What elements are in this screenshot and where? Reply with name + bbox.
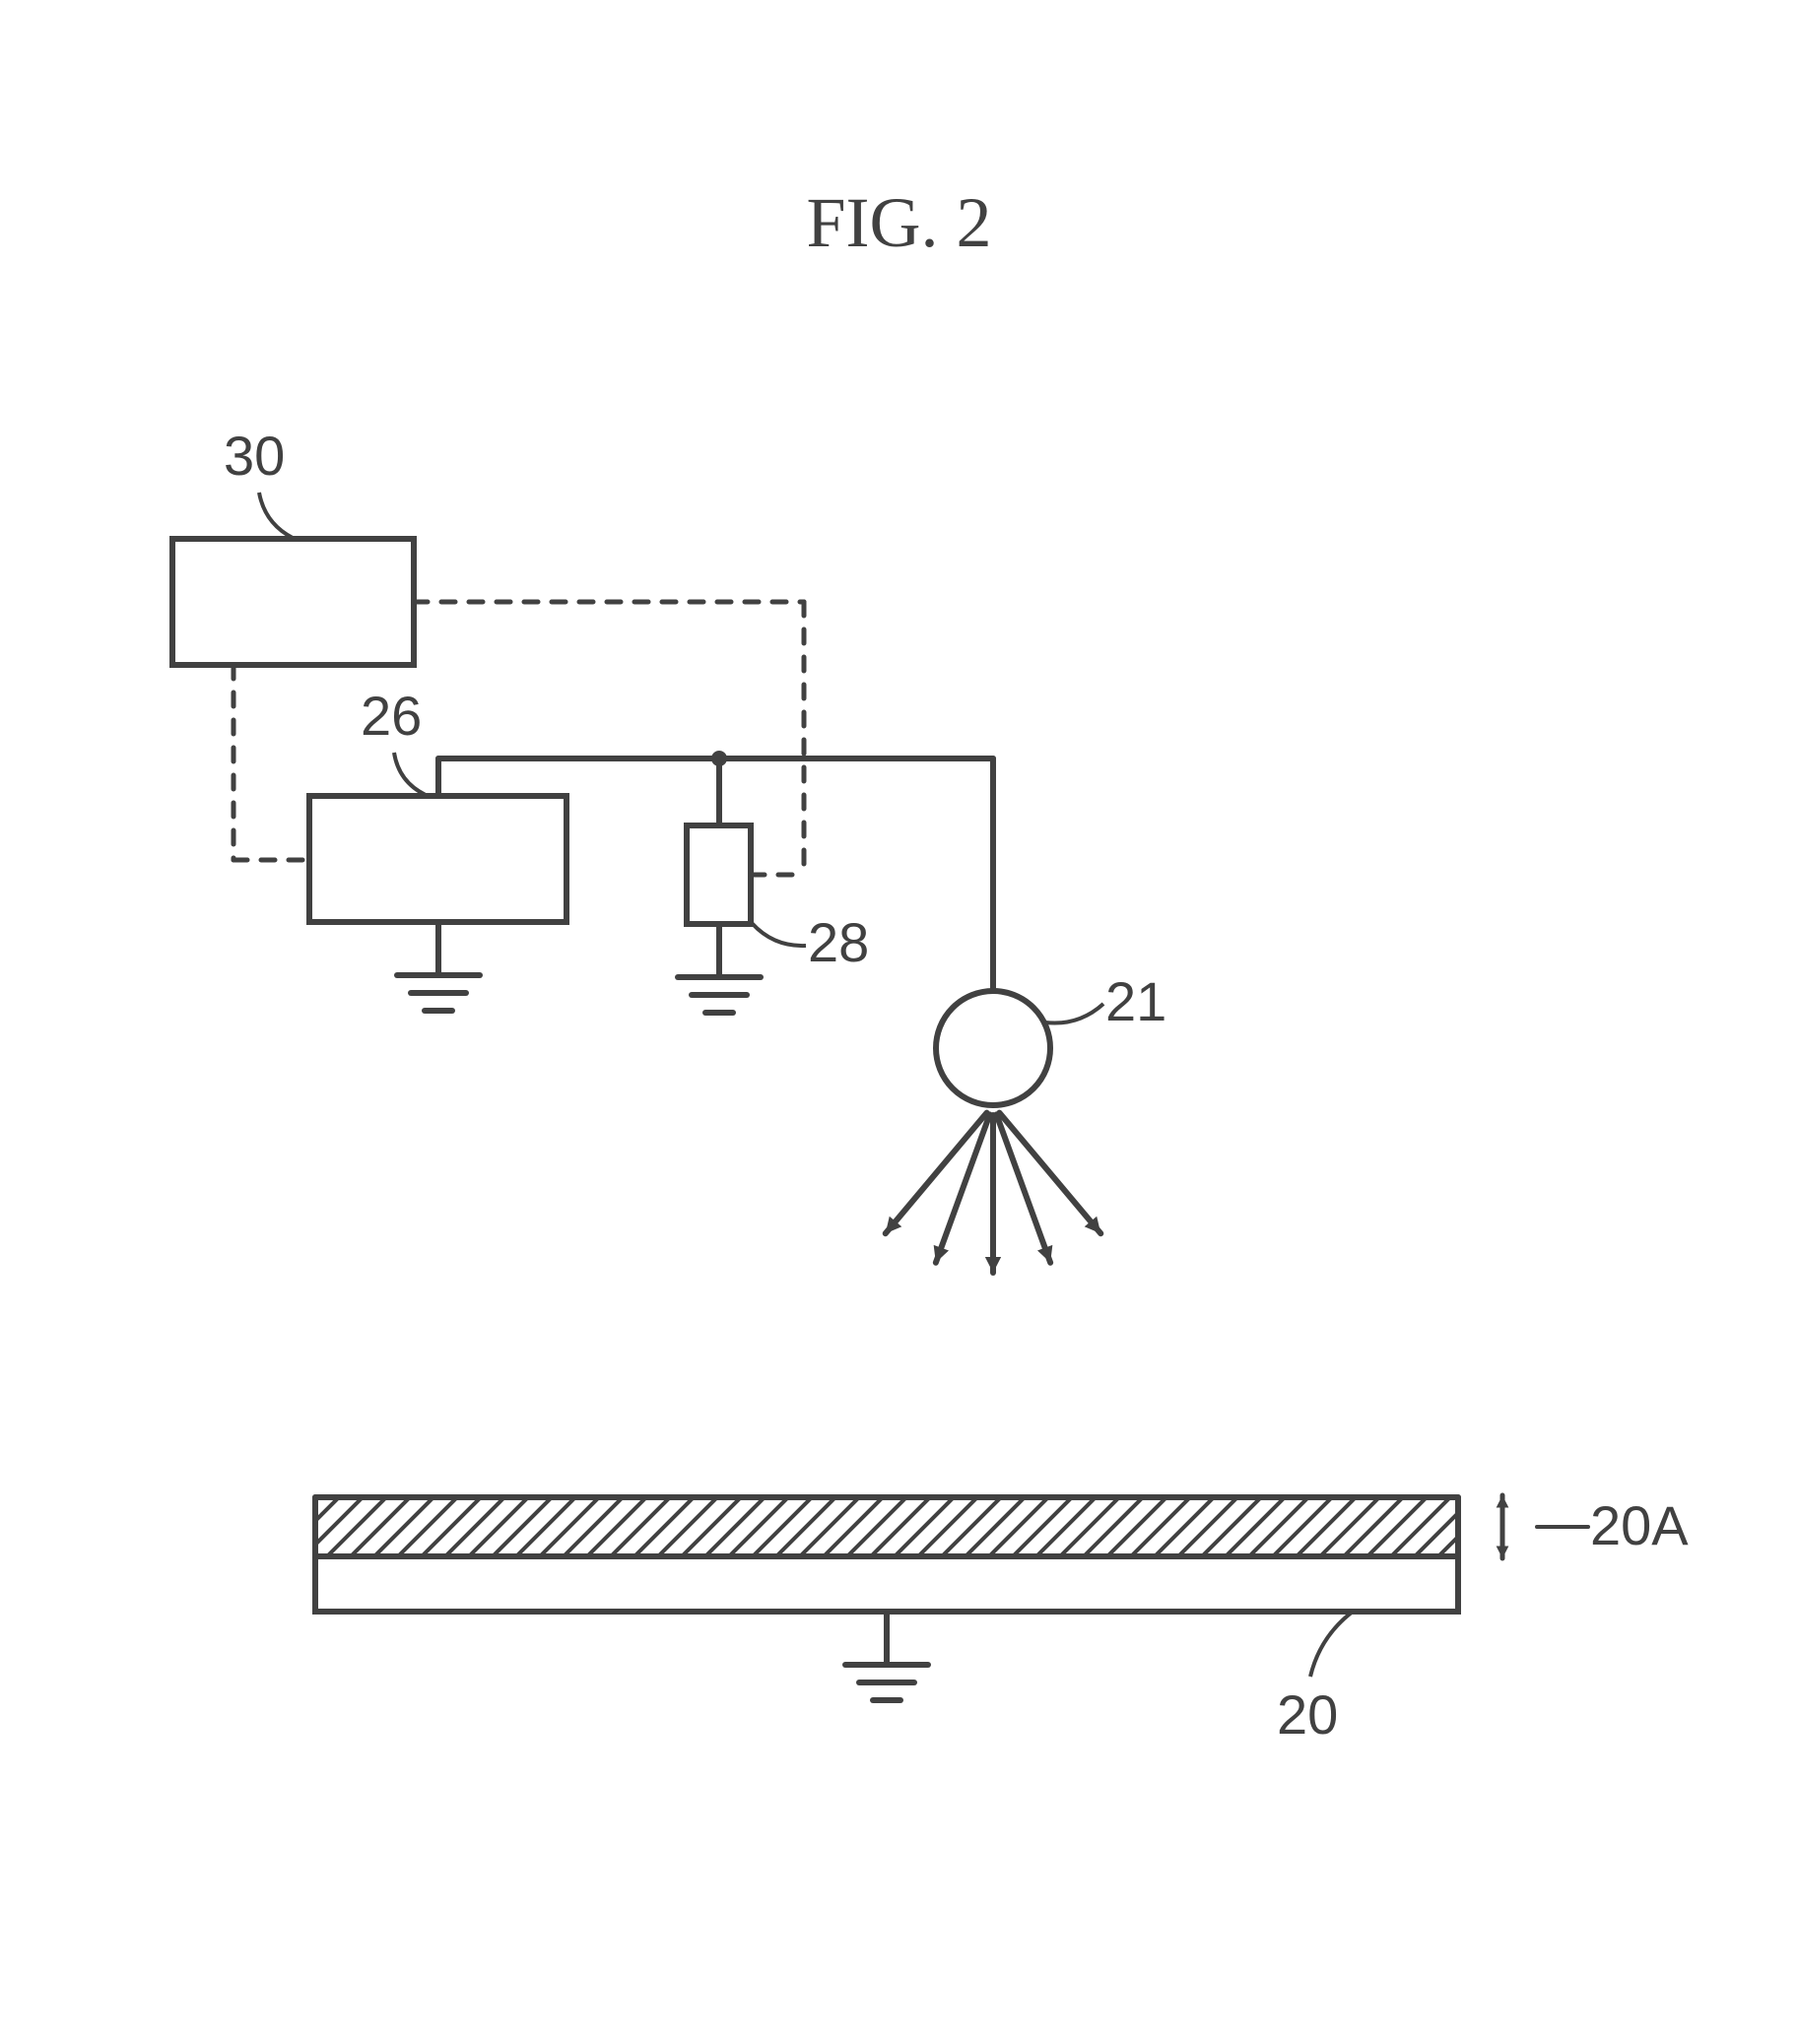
ref-26: 26 <box>361 684 422 748</box>
ref-20: 20 <box>1277 1682 1338 1747</box>
ref-30: 30 <box>224 424 285 488</box>
ref-28: 28 <box>808 910 869 974</box>
circuit-diagram <box>0 0 1798 2044</box>
ref-21: 21 <box>1105 969 1166 1033</box>
ref-20A: 20A <box>1590 1493 1689 1557</box>
